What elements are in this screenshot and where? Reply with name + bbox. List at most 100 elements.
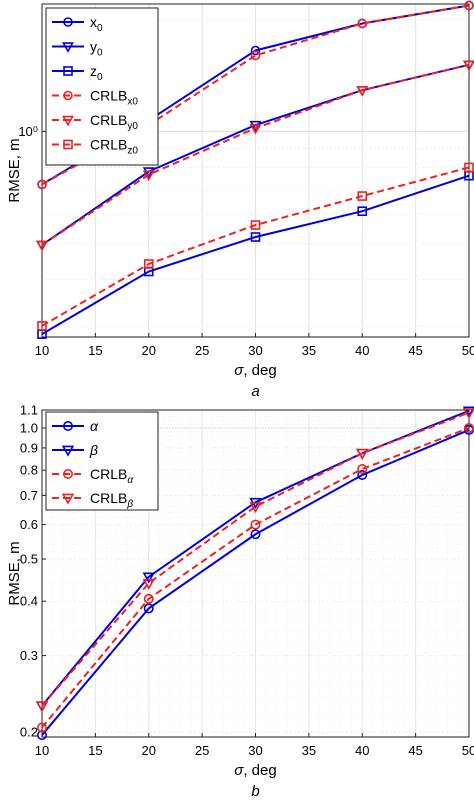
y-tick-label: 0.3 (20, 648, 38, 663)
data-point (250, 45, 261, 56)
legend-marker (63, 17, 73, 27)
legend-entry: β (52, 442, 98, 458)
y-tick-label: 0.4 (20, 594, 38, 609)
x-tick-label: 35 (302, 743, 316, 758)
legend-label: CRLBz0 (90, 137, 138, 157)
legend-entry: z0 (52, 63, 103, 83)
series-α (36, 424, 474, 741)
y-tick-label: 1.0 (20, 421, 38, 436)
data-point (464, 0, 474, 11)
legend-marker (63, 90, 73, 101)
y-tick-label: 0.6 (20, 517, 38, 532)
legend-marker (62, 420, 73, 431)
legend-label: β (89, 442, 98, 458)
y-tick-label: 10⁰ (18, 124, 38, 139)
data-point (249, 502, 262, 514)
x-tick-label: 20 (142, 743, 156, 758)
data-point (250, 519, 261, 530)
legend-label: α (90, 418, 99, 434)
data-point (356, 448, 369, 460)
legend-entry: x0 (52, 14, 103, 34)
data-point (36, 240, 48, 252)
x-tick-label: 25 (195, 743, 209, 758)
legend-entry: CRLBy0 (52, 112, 138, 132)
series-crlbβ (35, 408, 474, 713)
legend-entry: α (52, 418, 99, 434)
panel-label-a: a (251, 383, 259, 400)
legend-entry: CRLBx0 (52, 88, 138, 108)
legend-label: CRLBx0 (90, 88, 138, 108)
legend-marker (62, 42, 74, 53)
legend-marker (61, 493, 75, 505)
series-crlbz0 (37, 162, 474, 331)
series-line (41, 428, 470, 736)
x-tick-label: 30 (248, 343, 262, 358)
x-tick-label: 40 (355, 343, 369, 358)
legend-label: y0 (90, 39, 103, 59)
data-point (37, 179, 47, 190)
series-crlbα (36, 423, 474, 733)
y-axis-label-a: RMSE, m (6, 138, 23, 202)
data-point (357, 191, 368, 201)
x-tick-label: 50 (462, 343, 474, 358)
x-tick-label: 45 (408, 743, 422, 758)
data-point (143, 259, 154, 269)
y-axis-a: 10⁰ (18, 124, 46, 139)
y-tick-label: 0.2 (20, 725, 38, 740)
series-line (41, 63, 470, 246)
data-point (464, 162, 474, 173)
legend-a: x0 y0 z0 CRLBx0 CRLBy0 CRLBz0 (45, 7, 159, 166)
legend-marker (62, 115, 74, 127)
data-point (37, 321, 47, 331)
data-point (142, 167, 155, 178)
data-point (250, 232, 261, 242)
data-point (462, 406, 474, 418)
series-line (41, 166, 470, 327)
legend-label: z0 (90, 63, 103, 83)
series-line (41, 411, 470, 707)
data-point (463, 60, 474, 72)
y-tick-label: 0.8 (20, 463, 38, 478)
x-tick-label: 45 (408, 343, 422, 358)
panel-a: 10 15 20 25 30 35 40 45 50 10⁰ x0 y0 z0 CRLBx0 CRLBy… (6, 0, 474, 400)
data-point (249, 123, 262, 135)
legend-box (45, 7, 159, 166)
legend-marker (63, 139, 73, 150)
data-point (142, 572, 155, 584)
data-point (356, 86, 369, 97)
legend-marker (62, 468, 73, 479)
data-point (463, 423, 474, 434)
legend-label: x0 (90, 14, 103, 34)
legend-marker (63, 66, 73, 76)
legend-marker (61, 445, 75, 457)
series-line (41, 427, 470, 729)
legend-entry: CRLBz0 (52, 137, 138, 157)
legend-entry: y0 (52, 39, 103, 59)
x-axis-a: 10 15 20 25 30 35 40 45 50 (35, 333, 474, 358)
y-tick-label: 0.5 (20, 552, 38, 567)
data-point (357, 464, 368, 475)
series-crlby0 (36, 60, 474, 252)
x-tick-label: 30 (248, 743, 262, 758)
data-point (250, 50, 261, 61)
data-point (357, 206, 368, 217)
data-point (35, 701, 49, 713)
legend-b: αβ CRLBα CRLBβ (45, 411, 159, 511)
series-line (41, 174, 470, 336)
legend-entry: CRLBα (52, 466, 133, 486)
x-axis-b: 10 15 20 25 30 35 40 45 50 (35, 733, 474, 758)
y-tick-label: 0.7 (20, 488, 38, 503)
data-point (462, 408, 474, 420)
panel-label-b: b (251, 783, 259, 800)
panel-b: 10 15 20 25 30 35 40 45 50 0.2 0.3 0.4 0.5 0.6 0.7 0.8… (6, 403, 474, 800)
x-tick-label: 10 (35, 343, 49, 358)
x-tick-label: 35 (302, 343, 316, 358)
legend-label: CRLBα (90, 466, 133, 486)
data-point (250, 220, 261, 230)
x-tick-label: 40 (355, 743, 369, 758)
x-axis-label-a: σ, deg (234, 362, 276, 379)
data-point (357, 18, 368, 29)
data-point (143, 603, 154, 614)
x-tick-label: 20 (142, 343, 156, 358)
